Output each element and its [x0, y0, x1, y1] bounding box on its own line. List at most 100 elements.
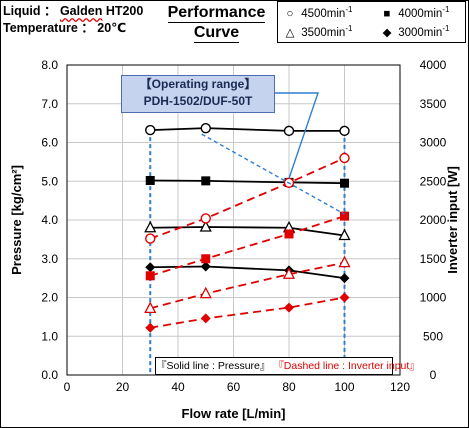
inverter-point — [200, 213, 211, 224]
tick-labels: 0 20 40 60 80 100 120 0.0 1.0 2.0 3.0 4.0 5.0 6.0 7.0 8… — [41, 58, 446, 394]
title-line-1: Performance — [167, 4, 266, 23]
x-tick-label: 40 — [171, 380, 185, 394]
circle-open-icon: ○ — [286, 7, 294, 20]
legend-item-3500: △ 3500min-1 — [282, 24, 353, 39]
liquid-label: Liquid ： — [3, 4, 57, 18]
note-dashed-line: 『Dashed line : Inverter input』 — [273, 360, 420, 372]
pressure-line-3500min-1 — [150, 226, 345, 237]
y-tick-label: 7.0 — [41, 97, 58, 111]
inverter-point — [145, 322, 156, 333]
inverter-point — [145, 233, 156, 244]
pressure-line-4500min-1 — [150, 127, 345, 132]
inverter-point — [145, 271, 155, 281]
legend: ○ 4500min-1 ■ 4000min-1 △ 3500min-1 ◆ 30… — [277, 1, 466, 43]
pressure-point — [339, 125, 350, 137]
y2-tick-label: 2000 — [420, 213, 447, 227]
pressure-point — [199, 220, 212, 232]
y2-tick-label: 3000 — [420, 136, 447, 150]
pressure-point — [144, 220, 157, 233]
x-axis-label: Flow rate [L/min] — [182, 406, 286, 421]
pressure-point — [283, 125, 295, 137]
note-solid-line: 『Solid line : Pressure』 — [156, 360, 271, 372]
callout-title: 【Operating range】 — [139, 77, 257, 91]
x-tick-label: 120 — [390, 380, 410, 394]
x-tick-label: 60 — [227, 380, 241, 394]
y-tick-label: 5.0 — [41, 174, 58, 188]
y2-tick-label: 1500 — [420, 252, 447, 266]
y2-tick-label: 500 — [423, 329, 443, 343]
callout-pointers — [201, 92, 345, 215]
operating-range-callout: 【Operating range】 PDH-1502/DUF-50T — [121, 75, 275, 113]
pressure-point — [339, 273, 350, 284]
liquid-value: Galden — [59, 4, 103, 18]
diamond-filled-icon: ◆ — [382, 26, 392, 39]
y-tick-label: 3.0 — [41, 252, 58, 266]
liquid-value-grade: HT200 — [105, 4, 144, 18]
y2-tick-label: 2500 — [420, 174, 447, 188]
inverter-line-3500min-1 — [150, 261, 345, 310]
callout-pointer-dashed — [201, 133, 345, 215]
pressure-point — [200, 122, 211, 134]
y2-tick-label: 1000 — [420, 291, 447, 305]
inverter-line-4000min-1 — [149, 215, 345, 277]
inverter-point — [144, 301, 157, 314]
callout-pointer-line — [273, 92, 319, 179]
triangle-open-icon: △ — [285, 26, 295, 39]
series-markers — [144, 122, 351, 333]
y-tick-label: 2.0 — [41, 291, 58, 305]
pressure-point — [145, 124, 156, 136]
legend-unit-sup: -1 — [442, 24, 450, 33]
legend-label: 4000min — [398, 7, 443, 20]
pressure-point — [340, 178, 349, 188]
inverter-point — [340, 211, 349, 221]
inverter-point — [200, 313, 211, 324]
pressure-line-4000min-1 — [150, 179, 345, 185]
legend-unit-sup: -1 — [442, 5, 450, 14]
inverter-point — [199, 286, 212, 299]
x-tick-label: 20 — [116, 380, 130, 394]
condition-header: Liquid ： Galden HT200 Temperature ： 20℃ — [3, 3, 151, 39]
temperature-value: 20℃ — [97, 21, 127, 35]
callout-model: PDH-1502/DUF-50T — [143, 94, 253, 108]
square-filled-icon: ■ — [383, 7, 391, 20]
legend-label: 3500min — [301, 26, 346, 39]
inverter-point — [284, 229, 294, 239]
pressure-point — [145, 175, 155, 185]
series-lines — [149, 127, 345, 329]
chart-title: Performance Curve — [161, 3, 272, 43]
y-tick-label: 8.0 — [41, 58, 58, 72]
legend-item-4000: ■ 4000min-1 — [379, 5, 450, 20]
legend-unit-sup: -1 — [345, 24, 353, 33]
y-tick-label: 6.0 — [41, 136, 58, 150]
operating-range — [149, 130, 346, 375]
inverter-point — [339, 292, 350, 303]
x-tick-label: 80 — [282, 380, 296, 394]
y2-tick-label: 4000 — [420, 58, 447, 72]
y2-tick-label: 3500 — [420, 97, 447, 111]
inverter-line-4500min-1 — [149, 157, 345, 240]
temperature-label: Temperature ： — [3, 21, 94, 35]
line-style-note: 『Solid line : Pressure』 『Dashed line : I… — [155, 357, 420, 375]
pressure-point — [200, 261, 211, 272]
inverter-point — [339, 152, 350, 164]
legend-item-3000: ◆ 3000min-1 — [379, 24, 450, 39]
plot-border — [66, 64, 401, 376]
y2-axis-label: Inverter input [W] — [445, 166, 460, 274]
y2-tick-label: 0 — [430, 368, 437, 382]
liquid-row: Liquid ： Galden HT200 — [3, 3, 151, 20]
legend-item-4500: ○ 4500min-1 — [282, 5, 353, 20]
inverter-point — [201, 254, 211, 264]
legend-label: 3000min — [398, 26, 443, 39]
legend-unit-sup: -1 — [345, 5, 353, 14]
inverter-point — [338, 255, 351, 268]
y-axis-label: Pressure [kg/cm²] — [9, 165, 24, 275]
legend-label: 4500min — [301, 7, 346, 20]
x-tick-label: 100 — [334, 380, 354, 394]
title-line-2: Curve — [193, 24, 240, 43]
pressure-point — [145, 262, 156, 273]
y-tick-label: 0.0 — [41, 368, 58, 382]
inverter-point — [282, 267, 296, 279]
temperature-row: Temperature ： 20℃ — [3, 20, 151, 37]
